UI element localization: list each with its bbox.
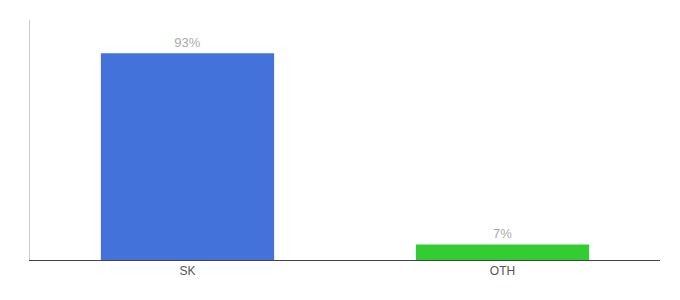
svg-text:SK: SK [179, 264, 195, 278]
svg-text:OTH: OTH [490, 264, 515, 278]
svg-text:93%: 93% [174, 35, 200, 50]
svg-text:7%: 7% [493, 226, 512, 241]
